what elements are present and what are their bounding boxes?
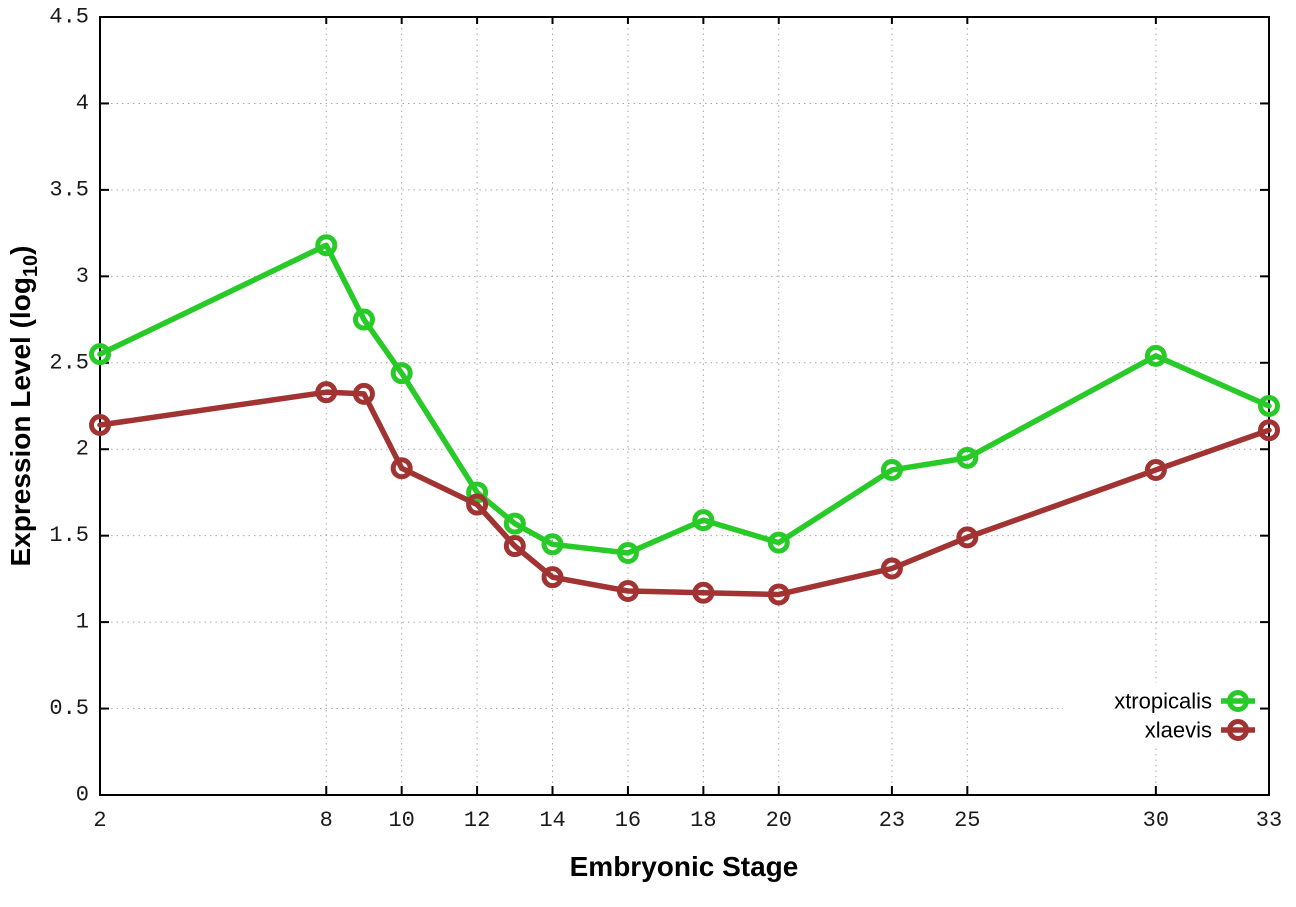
data-point-marker-xtropicalis [466,481,489,504]
data-point-marker-xlaevis [1144,458,1167,481]
legend-label-xlaevis: xlaevis [1145,718,1212,743]
data-point-marker-xtropicalis [1144,344,1167,367]
y-tick-label: 4.5 [49,5,89,30]
legend-background [1063,683,1261,747]
grid-lines [99,16,1270,796]
x-tick-label: 23 [879,808,905,833]
x-tick-label: 14 [539,808,565,833]
data-point-marker-xlaevis [956,526,979,549]
data-point-marker-xlaevis [616,579,639,602]
legend-marker-xlaevis [1227,719,1249,741]
data-point-marker-xlaevis [466,493,489,516]
plot-border [99,16,1270,796]
data-point-marker-xtropicalis [503,512,526,535]
data-point-marker-xlaevis [315,381,338,404]
y-tick-label: 4 [76,91,89,116]
data-point-marker-xlaevis [352,382,375,405]
x-tick-label: 30 [1143,808,1169,833]
data-point-marker-xtropicalis [880,458,903,481]
y-tick-label: 0.5 [49,696,89,721]
y-tick-label: 2 [76,437,89,462]
y-tick-label: 0 [76,783,89,808]
data-point-marker-xlaevis [692,581,715,604]
x-tick-label: 20 [766,808,792,833]
series-line-xlaevis [97,389,1272,598]
x-tick-label: 18 [690,808,716,833]
data-point-marker-xtropicalis [767,531,790,554]
data-point-marker-xtropicalis [692,509,715,532]
legend-bg-rect [1063,683,1261,747]
y-axis-title: Expression Level (log10) [5,246,42,567]
y-tick-label: 2.5 [49,350,89,375]
x-tick-label: 2 [93,808,106,833]
data-point-marker-xtropicalis [315,234,338,257]
x-tick-label: 33 [1256,808,1282,833]
x-tick-label: 12 [464,808,490,833]
x-tick-label: 8 [320,808,333,833]
data-point-marker-xtropicalis [1258,395,1280,417]
data-point-marker-xtropicalis [541,533,564,556]
x-tick-label: 10 [388,808,414,833]
data-point-marker-xtropicalis [89,343,111,366]
data-point-marker-xlaevis [767,583,790,606]
y-tick-label: 3.5 [49,177,89,202]
data-point-marker-xtropicalis [616,541,639,564]
data-point-marker-xlaevis [541,566,564,589]
data-point-marker-xlaevis [1258,419,1280,442]
data-point-marker-xlaevis [390,457,413,480]
x-axis-title: Embryonic Stage [570,851,799,882]
data-point-marker-xtropicalis [956,446,979,469]
legend-label-xtropicalis: xtropicalis [1114,689,1212,714]
data-point-marker-xlaevis [503,535,526,558]
x-tick-label: 25 [954,808,980,833]
legend-marker-xtropicalis [1227,690,1249,712]
x-tick-label: 16 [615,808,641,833]
data-point-marker-xtropicalis [352,308,375,331]
y-tick-label: 3 [76,264,89,289]
y-tick-label: 1.5 [49,523,89,548]
data-point-marker-xtropicalis [390,362,413,385]
legend-markers [1221,690,1255,741]
data-point-marker-xlaevis [89,414,111,437]
data-series [89,234,1280,606]
y-tick-label: 1 [76,610,89,635]
data-point-marker-xlaevis [880,557,903,580]
